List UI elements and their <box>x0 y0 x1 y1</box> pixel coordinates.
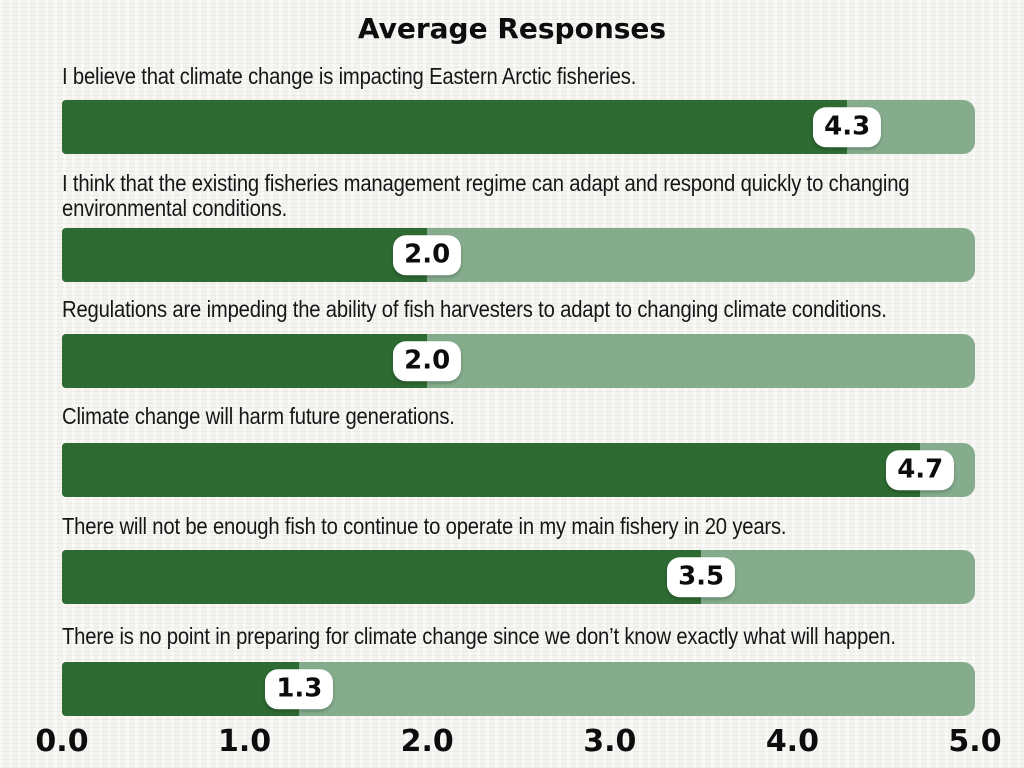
row-label: Climate change will harm future generati… <box>62 403 455 429</box>
bar-value-badge: 2.0 <box>393 341 462 381</box>
x-axis-tick-label: 3.0 <box>583 724 637 759</box>
row-label: I believe that climate change is impacti… <box>62 63 637 89</box>
x-axis: 0.0 1.0 2.0 3.0 4.0 5.0 <box>35 724 1001 768</box>
bar-value-badge: 1.3 <box>265 669 334 709</box>
bar-track: 2.0 <box>62 334 975 388</box>
bar-track: 3.5 <box>62 550 975 604</box>
x-axis-tick-label: 2.0 <box>400 724 454 759</box>
bar-fill <box>62 443 921 497</box>
row-label: There will not be enough fish to continu… <box>62 513 787 539</box>
bar-track: 2.0 <box>62 228 975 282</box>
row-label: I think that the existing fisheries mana… <box>62 170 910 221</box>
row-label: There is no point in preparing for clima… <box>62 623 896 649</box>
row-label: Regulations are impeding the ability of … <box>62 296 887 322</box>
bar-value-badge: 4.7 <box>886 450 955 490</box>
bar-track: 4.3 <box>62 100 975 154</box>
x-axis-tick-label: 0.0 <box>35 724 89 759</box>
bar-track: 1.3 <box>62 662 975 716</box>
bar-fill <box>62 662 300 716</box>
page-title: Average Responses <box>357 12 667 45</box>
bar-fill <box>62 550 702 604</box>
x-axis-tick-label: 4.0 <box>765 724 819 759</box>
bar-fill <box>62 228 428 282</box>
x-axis-tick-label: 5.0 <box>948 724 1002 759</box>
bar-track: 4.7 <box>62 443 975 497</box>
x-axis-tick-label: 1.0 <box>218 724 272 759</box>
bar-value-badge: 2.0 <box>393 235 462 275</box>
bar-value-badge: 3.5 <box>667 557 736 597</box>
bar-fill <box>62 334 428 388</box>
bar-fill <box>62 100 848 154</box>
bar-value-badge: 4.3 <box>813 107 882 147</box>
